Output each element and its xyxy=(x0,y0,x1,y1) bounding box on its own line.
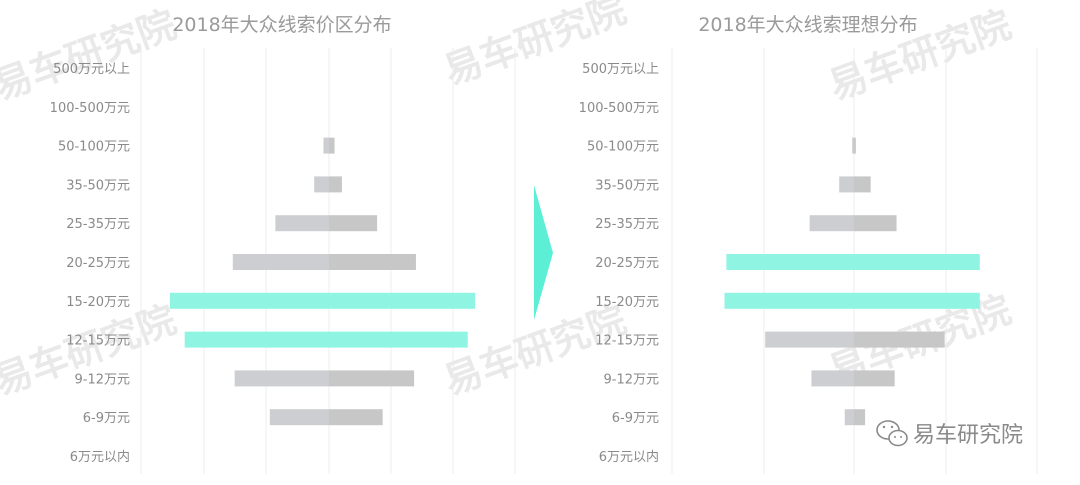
bar-left-6 xyxy=(169,292,329,309)
category-label: 35-50万元 xyxy=(595,178,659,193)
chart-right-title: 2018年大众线索理想分布 xyxy=(698,14,917,36)
bar-left-7 xyxy=(184,331,329,348)
bar-left-5 xyxy=(726,254,854,270)
bar-right-7 xyxy=(854,331,945,348)
bar-right-2 xyxy=(329,137,335,154)
bar-right-6 xyxy=(854,292,980,309)
bar-left-3 xyxy=(839,176,854,193)
bar-right-9 xyxy=(329,409,383,426)
brand-badge-label: 易车研究院 xyxy=(913,423,1023,448)
category-label: 6万元以内 xyxy=(599,449,659,465)
bar-left-2 xyxy=(852,137,854,154)
chart-right-labels: 500万元以上 100-500万元 50-100万元 35-50万元 25-35万元 20… xyxy=(579,62,659,465)
bar-right-4 xyxy=(329,215,378,232)
chart-left-bars xyxy=(169,137,476,426)
bar-right-5 xyxy=(329,254,416,270)
bar-left-2 xyxy=(323,137,329,154)
category-label: 20-25万元 xyxy=(595,256,659,271)
watermark-top-left: 易车研究院 xyxy=(0,2,182,108)
transition-arrow-icon xyxy=(534,185,553,320)
bar-left-4 xyxy=(809,215,854,232)
bar-left-6 xyxy=(724,292,854,309)
bar-left-9 xyxy=(844,409,854,426)
category-label: 50-100万元 xyxy=(58,140,130,155)
category-label: 12-15万元 xyxy=(595,334,659,349)
category-label: 25-35万元 xyxy=(595,217,659,232)
category-label: 6万元以内 xyxy=(70,449,130,465)
bar-left-3 xyxy=(314,176,329,193)
chart-left: 2018年大众线索价区分布 500万元以上 100-500万元 50-100万元 35… xyxy=(50,14,516,474)
chart-left-title: 2018年大众线索价区分布 xyxy=(172,14,391,36)
bar-left-5 xyxy=(232,254,329,270)
watermark-bottom-left: 易车研究院 xyxy=(0,297,182,403)
category-label: 50-100万元 xyxy=(587,140,659,155)
bar-right-4 xyxy=(854,215,897,232)
bar-left-7 xyxy=(765,331,854,348)
bar-right-8 xyxy=(329,370,415,387)
bar-right-3 xyxy=(854,176,871,193)
category-label: 15-20万元 xyxy=(595,295,659,310)
bar-right-3 xyxy=(329,176,342,193)
bar-right-8 xyxy=(854,370,895,387)
category-label: 6-9万元 xyxy=(83,411,130,426)
brand-badge: 易车研究院 xyxy=(876,420,1023,448)
bar-left-4 xyxy=(275,215,329,232)
category-label: 12-15万元 xyxy=(66,334,130,349)
bar-left-8 xyxy=(811,370,854,387)
chart-left-labels: 500万元以上 100-500万元 50-100万元 35-50万元 25-35万元 20… xyxy=(50,62,130,465)
bar-left-9 xyxy=(269,409,329,426)
bar-right-9 xyxy=(854,409,866,426)
chart-right-bars xyxy=(724,137,980,426)
category-label: 15-20万元 xyxy=(66,295,130,310)
category-label: 500万元以上 xyxy=(53,62,130,77)
wechat-icon xyxy=(876,420,908,447)
category-label: 35-50万元 xyxy=(66,178,130,193)
bar-right-5 xyxy=(854,254,980,270)
bar-left-8 xyxy=(234,370,329,387)
watermark-top-mid: 易车研究院 xyxy=(438,0,632,93)
chart-right: 2018年大众线索理想分布 500万元以上 100-500万元 50-100万元 35… xyxy=(579,14,1038,474)
category-label: 500万元以上 xyxy=(582,62,659,77)
bar-right-6 xyxy=(329,292,476,309)
category-label: 6-9万元 xyxy=(612,411,659,426)
category-label: 100-500万元 xyxy=(50,101,130,116)
category-label: 20-25万元 xyxy=(66,256,130,271)
bar-right-2 xyxy=(854,137,856,154)
category-label: 100-500万元 xyxy=(579,101,659,116)
category-label: 9-12万元 xyxy=(603,372,659,387)
bar-right-7 xyxy=(329,331,468,348)
category-label: 9-12万元 xyxy=(74,372,130,387)
category-label: 25-35万元 xyxy=(66,217,130,232)
